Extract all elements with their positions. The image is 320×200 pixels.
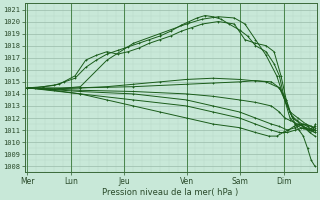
X-axis label: Pression niveau de la mer( hPa ): Pression niveau de la mer( hPa ) [102,188,239,197]
